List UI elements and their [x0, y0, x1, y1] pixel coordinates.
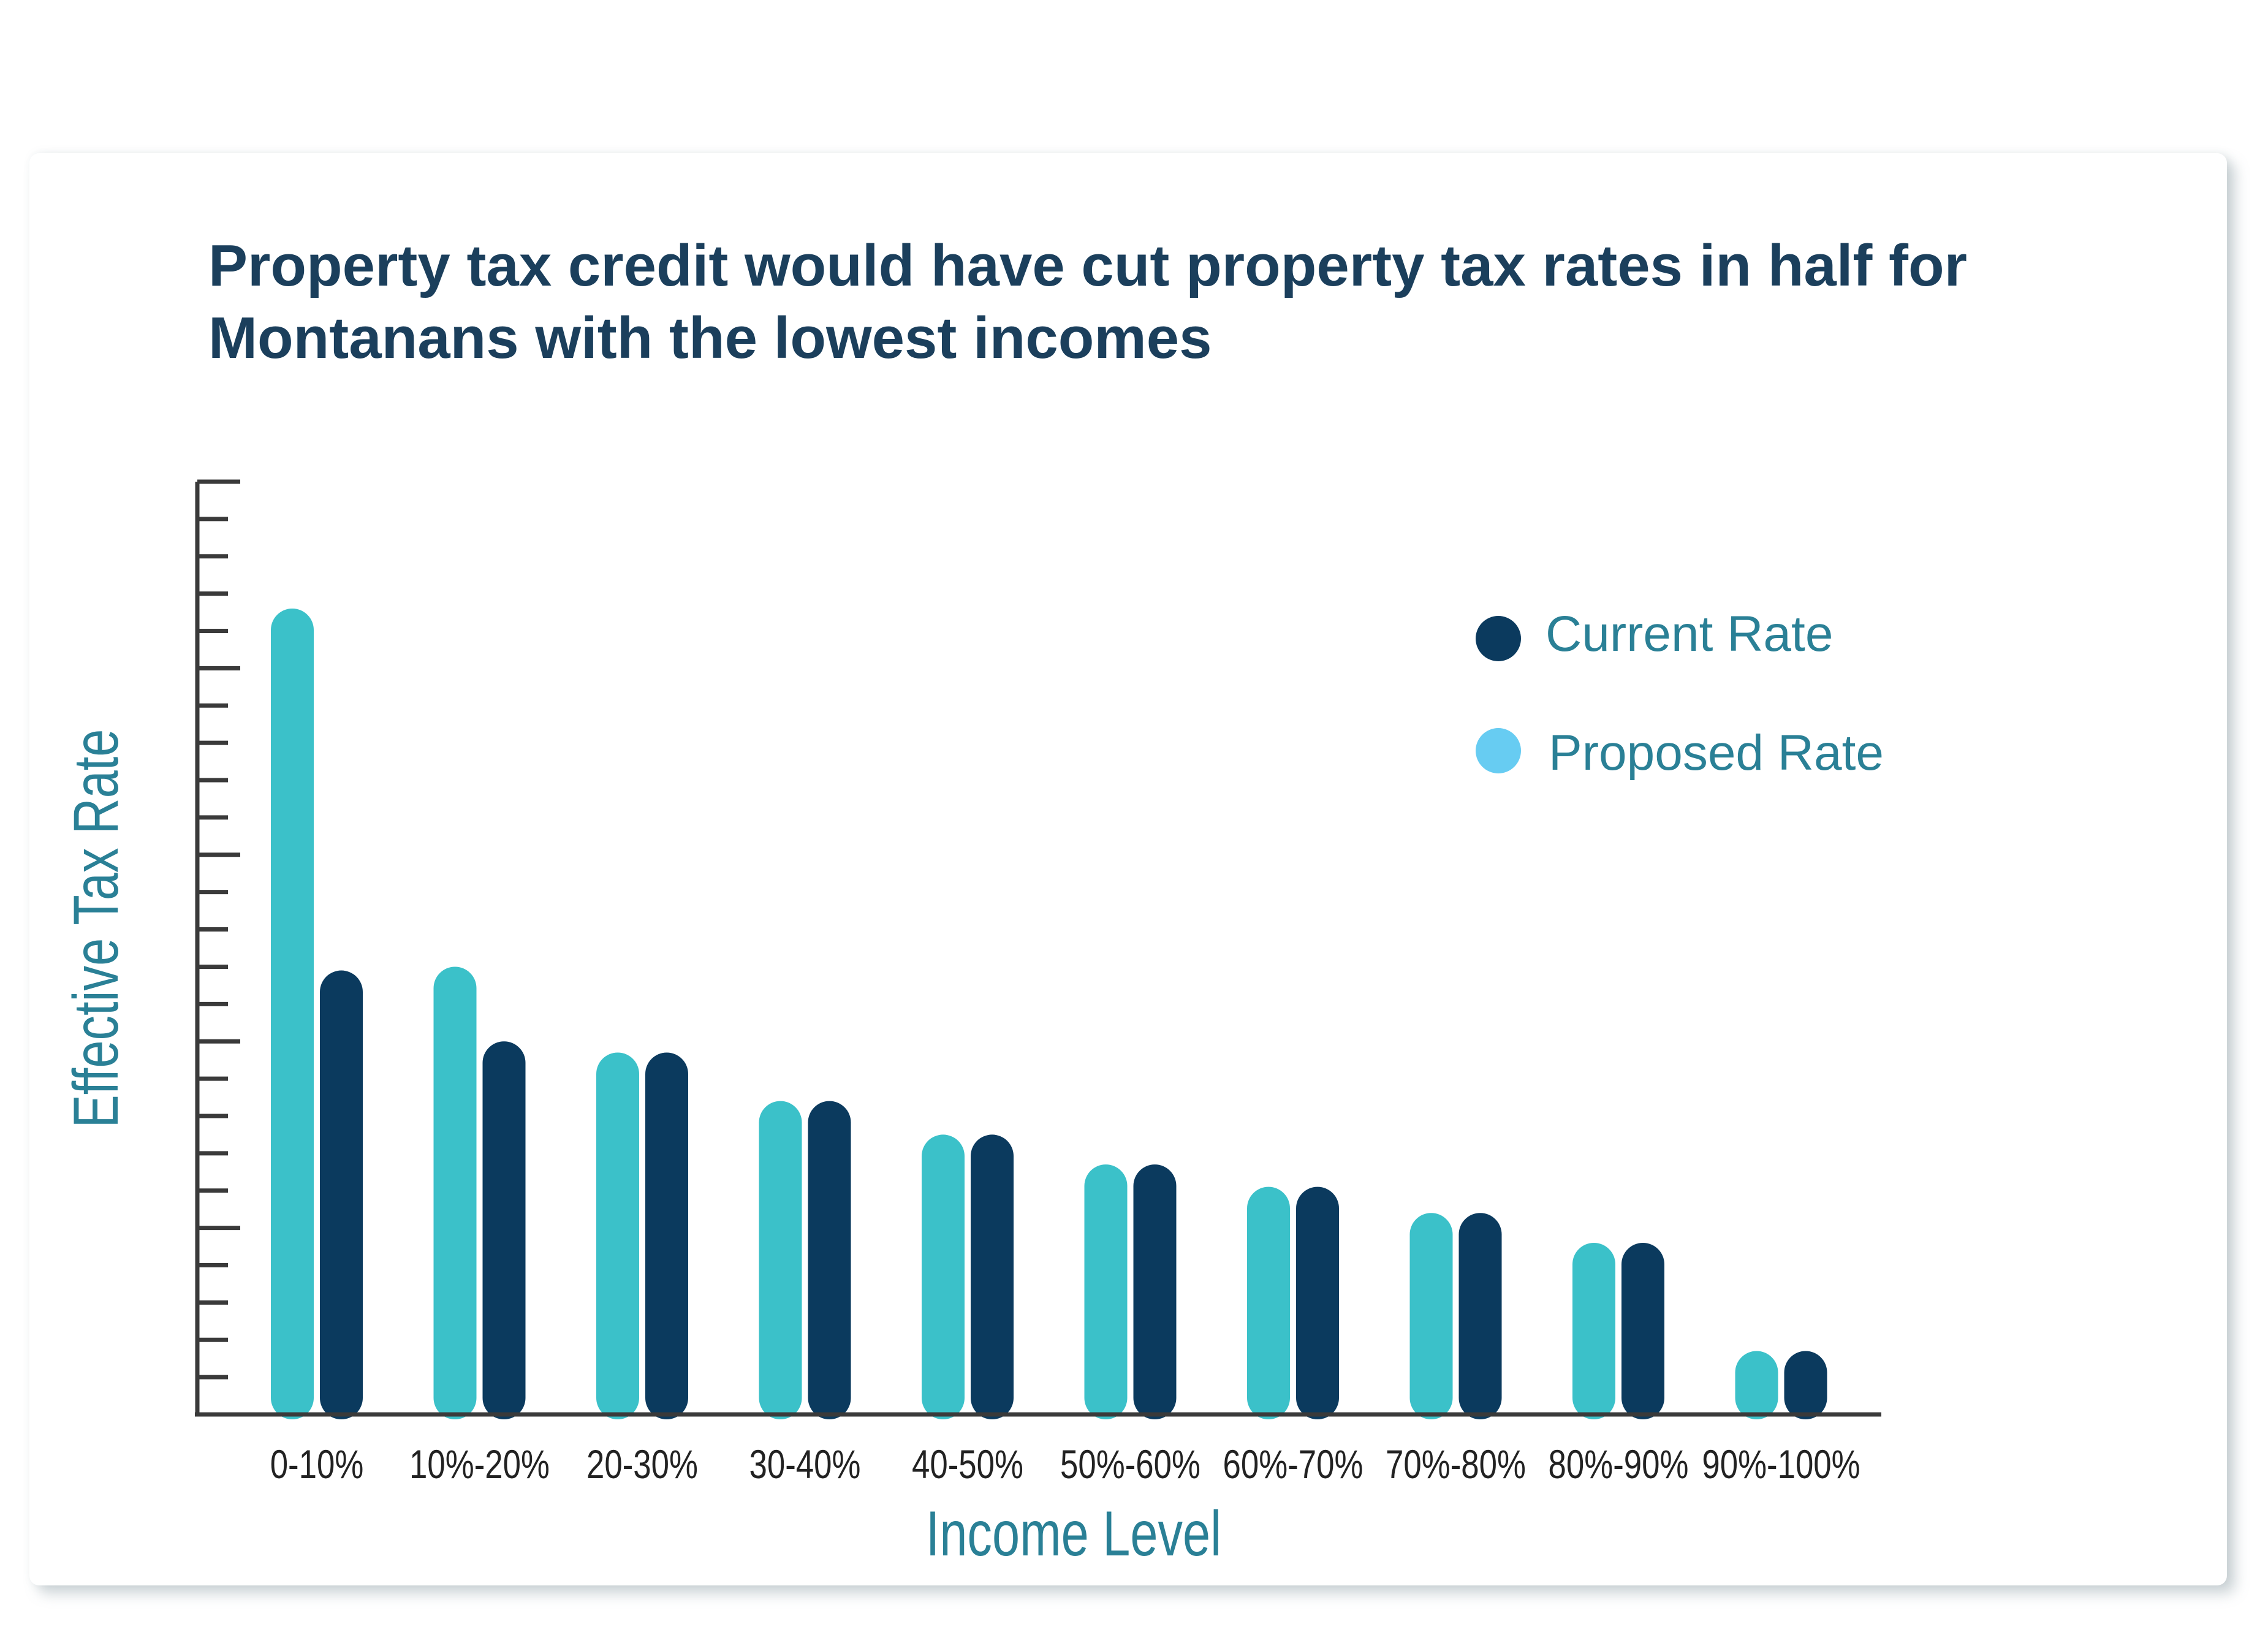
- x-tick-labels: 0-10% 10%-20% 20-30% 30-40% 40-50% 50%-60% 60%…: [270, 1441, 1860, 1487]
- bar-proposed-rate-7: [1247, 1186, 1290, 1419]
- x-tick-label: 30-40%: [749, 1441, 861, 1487]
- y-axis-title: Effective Tax Rate: [60, 729, 131, 1128]
- x-tick-label: 80%-90%: [1549, 1441, 1689, 1487]
- bar-current-rate-6: [1133, 1164, 1177, 1419]
- bar-proposed-rate-10: [1735, 1351, 1778, 1419]
- legend-swatch-proposed: [1476, 728, 1521, 773]
- x-tick-label: 60%-70%: [1223, 1441, 1363, 1487]
- bar-current-rate-9: [1621, 1242, 1664, 1419]
- x-tick-label: 90%-100%: [1702, 1441, 1860, 1487]
- bar-proposed-rate-8: [1409, 1213, 1453, 1419]
- x-tick-label: 10%-20%: [409, 1441, 550, 1487]
- x-tick-label: 70%-80%: [1386, 1441, 1526, 1487]
- bar-current-rate-4: [808, 1101, 851, 1419]
- bar-current-rate-5: [971, 1134, 1014, 1419]
- bar-proposed-rate-1: [271, 608, 314, 1420]
- chart-title: Property tax credit would have cut prope…: [208, 233, 1968, 371]
- bar-current-rate-2: [482, 1041, 526, 1419]
- x-axis-title: Income Level: [926, 1498, 1221, 1569]
- x-tick-label: 0-10%: [270, 1441, 364, 1487]
- bar-proposed-rate-9: [1572, 1242, 1615, 1419]
- chart-card: [29, 153, 2227, 1585]
- legend-label-current: Current Rate: [1546, 606, 1833, 662]
- bars: [271, 608, 1827, 1420]
- bar-current-rate-3: [645, 1052, 688, 1419]
- axes: [195, 482, 1881, 1417]
- bar-proposed-rate-4: [759, 1101, 802, 1419]
- bar-current-rate-7: [1296, 1186, 1339, 1419]
- bar-proposed-rate-6: [1084, 1164, 1128, 1419]
- legend: Current Rate Proposed Rate: [1476, 606, 1884, 781]
- bar-current-rate-8: [1458, 1213, 1502, 1419]
- legend-swatch-current: [1476, 616, 1521, 661]
- legend-label-proposed: Proposed Rate: [1549, 725, 1884, 781]
- bar-proposed-rate-5: [922, 1134, 965, 1419]
- bar-proposed-rate-2: [433, 966, 477, 1419]
- x-tick-label: 20-30%: [586, 1441, 698, 1487]
- y-ticks: [197, 479, 240, 1417]
- bar-proposed-rate-3: [596, 1052, 639, 1419]
- x-tick-label: 50%-60%: [1060, 1441, 1200, 1487]
- bar-current-rate-10: [1784, 1351, 1827, 1419]
- bar-current-rate-1: [320, 970, 363, 1419]
- x-tick-label: 40-50%: [912, 1441, 1023, 1487]
